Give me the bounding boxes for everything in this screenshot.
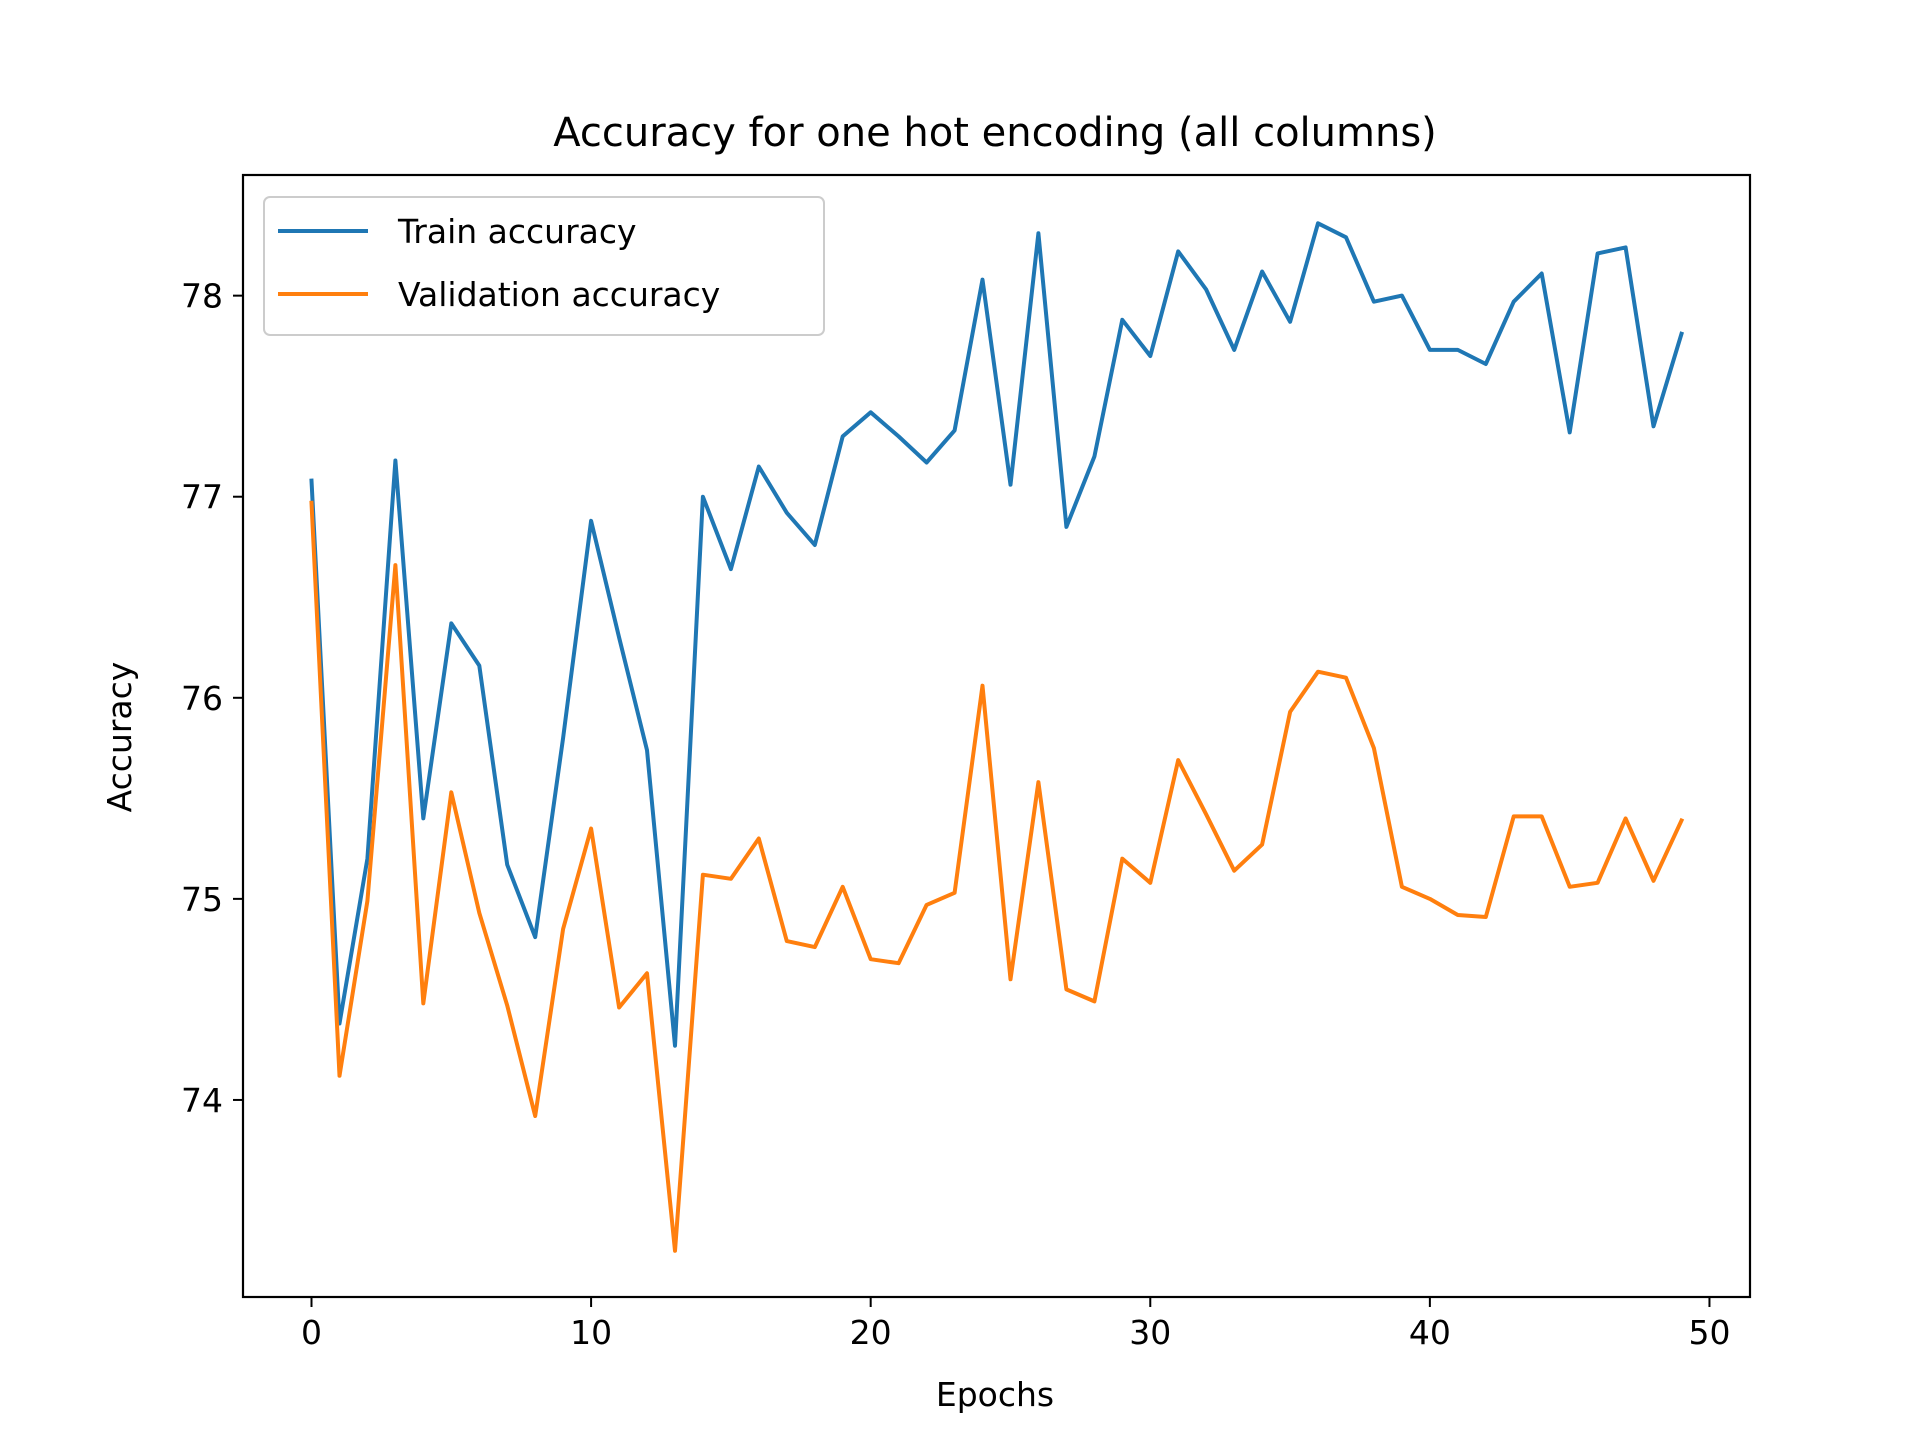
x-tick-label: 30: [1129, 1313, 1171, 1352]
x-tick-label: 0: [301, 1313, 322, 1352]
x-tick-label: 40: [1409, 1313, 1451, 1352]
y-tick-label: 76: [181, 679, 223, 718]
x-tick-label: 20: [850, 1313, 892, 1352]
axes-frame: [241, 173, 1752, 1299]
y-axis-ticks: 74 75 76 77 78: [181, 277, 243, 1120]
chart-title: Accuracy for one hot encoding (all colum…: [553, 110, 1437, 156]
x-axis-ticks: 0 10 20 30 40 50: [301, 1297, 1730, 1352]
series-line-validation: [309, 500, 1685, 1253]
series-line-train: [309, 221, 1684, 1048]
y-tick-label: 78: [181, 277, 223, 316]
x-tick-label: 50: [1688, 1313, 1730, 1352]
y-tick-label: 74: [181, 1081, 223, 1120]
plot-area: [309, 221, 1685, 1253]
y-tick-label: 77: [181, 478, 223, 517]
y-tick-label: 75: [181, 880, 223, 919]
legend: Train accuracy Validation accuracy: [263, 196, 825, 336]
x-tick-label: 10: [570, 1313, 612, 1352]
legend-label-validation: Validation accuracy: [398, 275, 720, 314]
legend-label-train: Train accuracy: [397, 212, 637, 251]
legend-box: [263, 196, 825, 336]
x-axis-label: Epochs: [936, 1375, 1054, 1414]
y-axis-label: Accuracy: [100, 662, 139, 813]
